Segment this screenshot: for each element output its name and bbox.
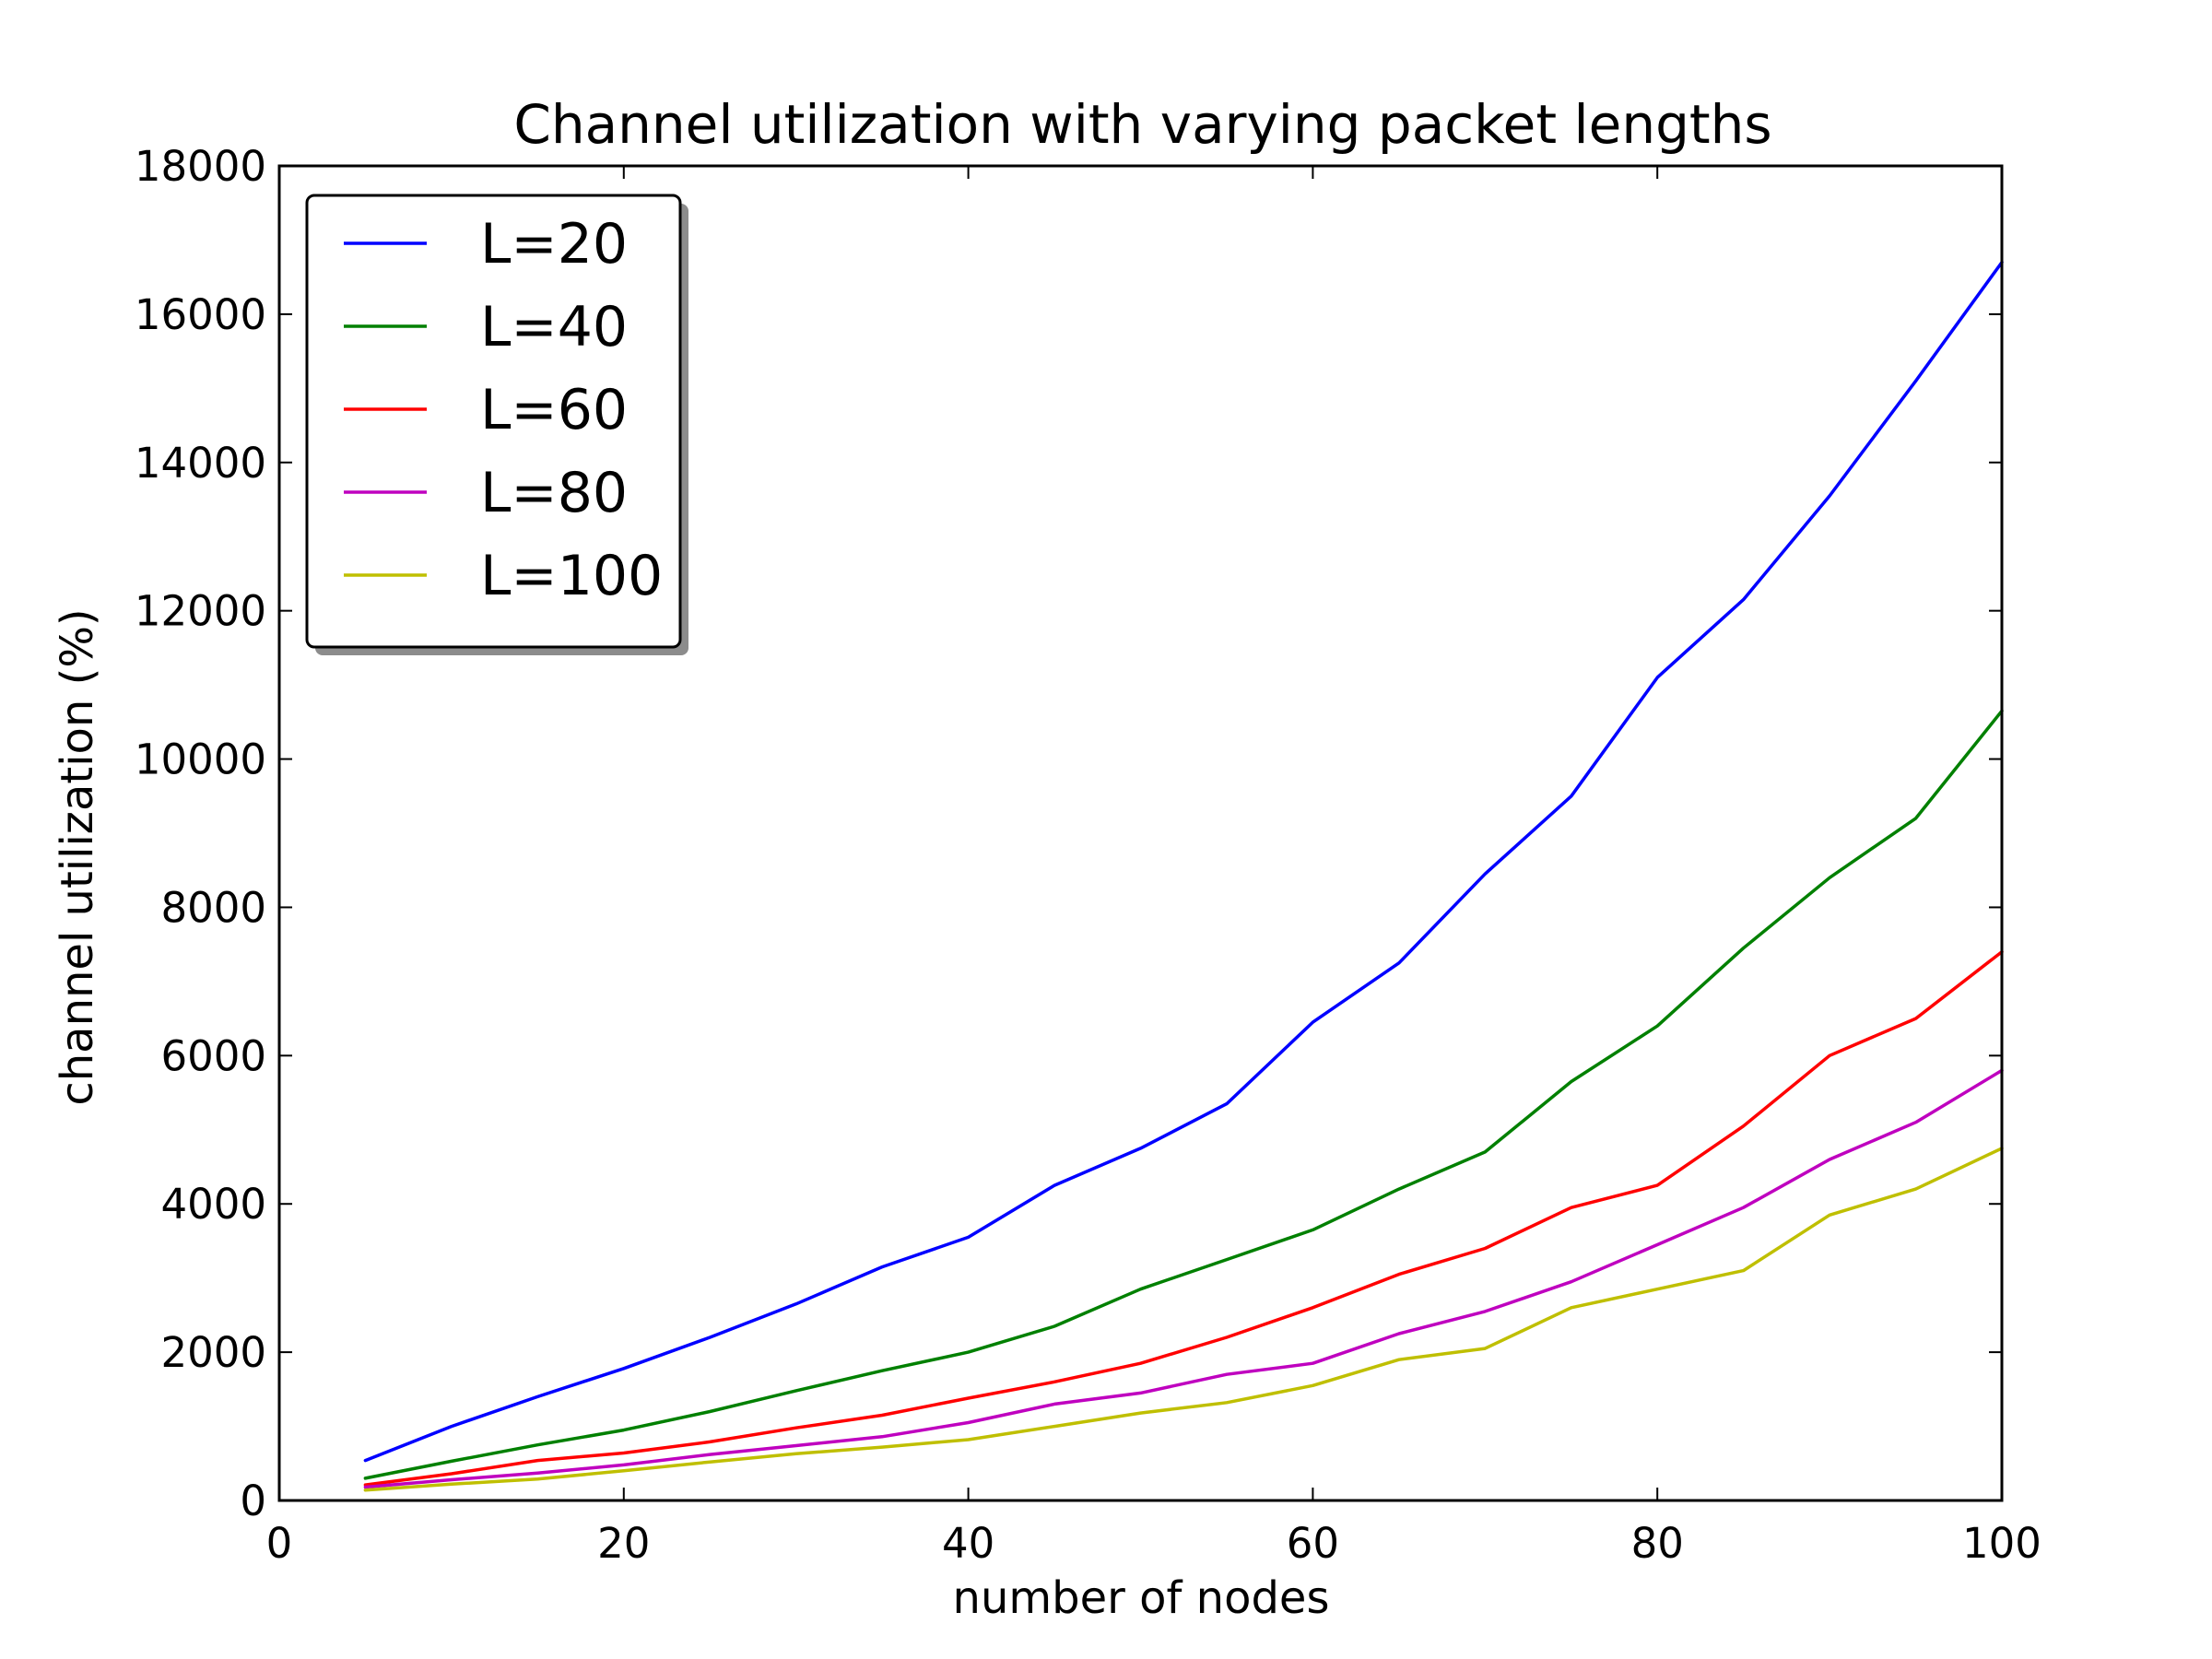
legend-box: [305, 194, 682, 649]
y-tick-label: 12000: [135, 587, 266, 636]
legend: L=20 L=40 L=60 L=80 L=100: [305, 194, 688, 655]
y-tick-label: 2000: [160, 1328, 266, 1377]
y-tick-label: 0: [240, 1477, 266, 1525]
series-line-l60: [363, 949, 2004, 1487]
series-line-l100: [363, 1147, 2004, 1492]
series-layer: [363, 260, 2004, 1492]
x-axis-label: number of nodes: [953, 1572, 1330, 1624]
x-tick-label: 80: [1631, 1519, 1684, 1568]
x-tick-label: 100: [1962, 1519, 2041, 1568]
legend-label: L=100: [480, 544, 663, 608]
y-axis-label: channel utilization (%): [52, 608, 103, 1105]
x-tick-label: 0: [266, 1519, 293, 1568]
series-line-l20: [363, 260, 2004, 1463]
y-tick-label: 8000: [160, 883, 266, 932]
y-tick-label: 14000: [135, 439, 266, 488]
x-tick-label: 60: [1287, 1519, 1339, 1568]
legend-label: L=40: [480, 295, 628, 359]
ticks-layer: 0 20 40 60 80 100 0 2000 4000 6000 8000 10000 12000 1…: [135, 142, 2041, 1568]
x-tick-label: 20: [597, 1519, 650, 1568]
plot-frame: [277, 164, 2004, 1502]
legend-label: L=20: [480, 212, 628, 276]
y-tick-label: 6000: [160, 1031, 266, 1080]
legend-label: L=80: [480, 461, 628, 525]
x-tick-label: 40: [942, 1519, 994, 1568]
legend-label: L=60: [480, 378, 628, 442]
chart-title: Channel utilization with varying packet …: [513, 93, 1771, 156]
y-tick-label: 16000: [135, 290, 266, 339]
y-tick-label: 4000: [160, 1180, 266, 1229]
series-line-l40: [363, 709, 2004, 1480]
series-line-l80: [363, 1068, 2004, 1489]
y-tick-label: 10000: [135, 735, 266, 784]
y-tick-label: 18000: [135, 142, 266, 191]
